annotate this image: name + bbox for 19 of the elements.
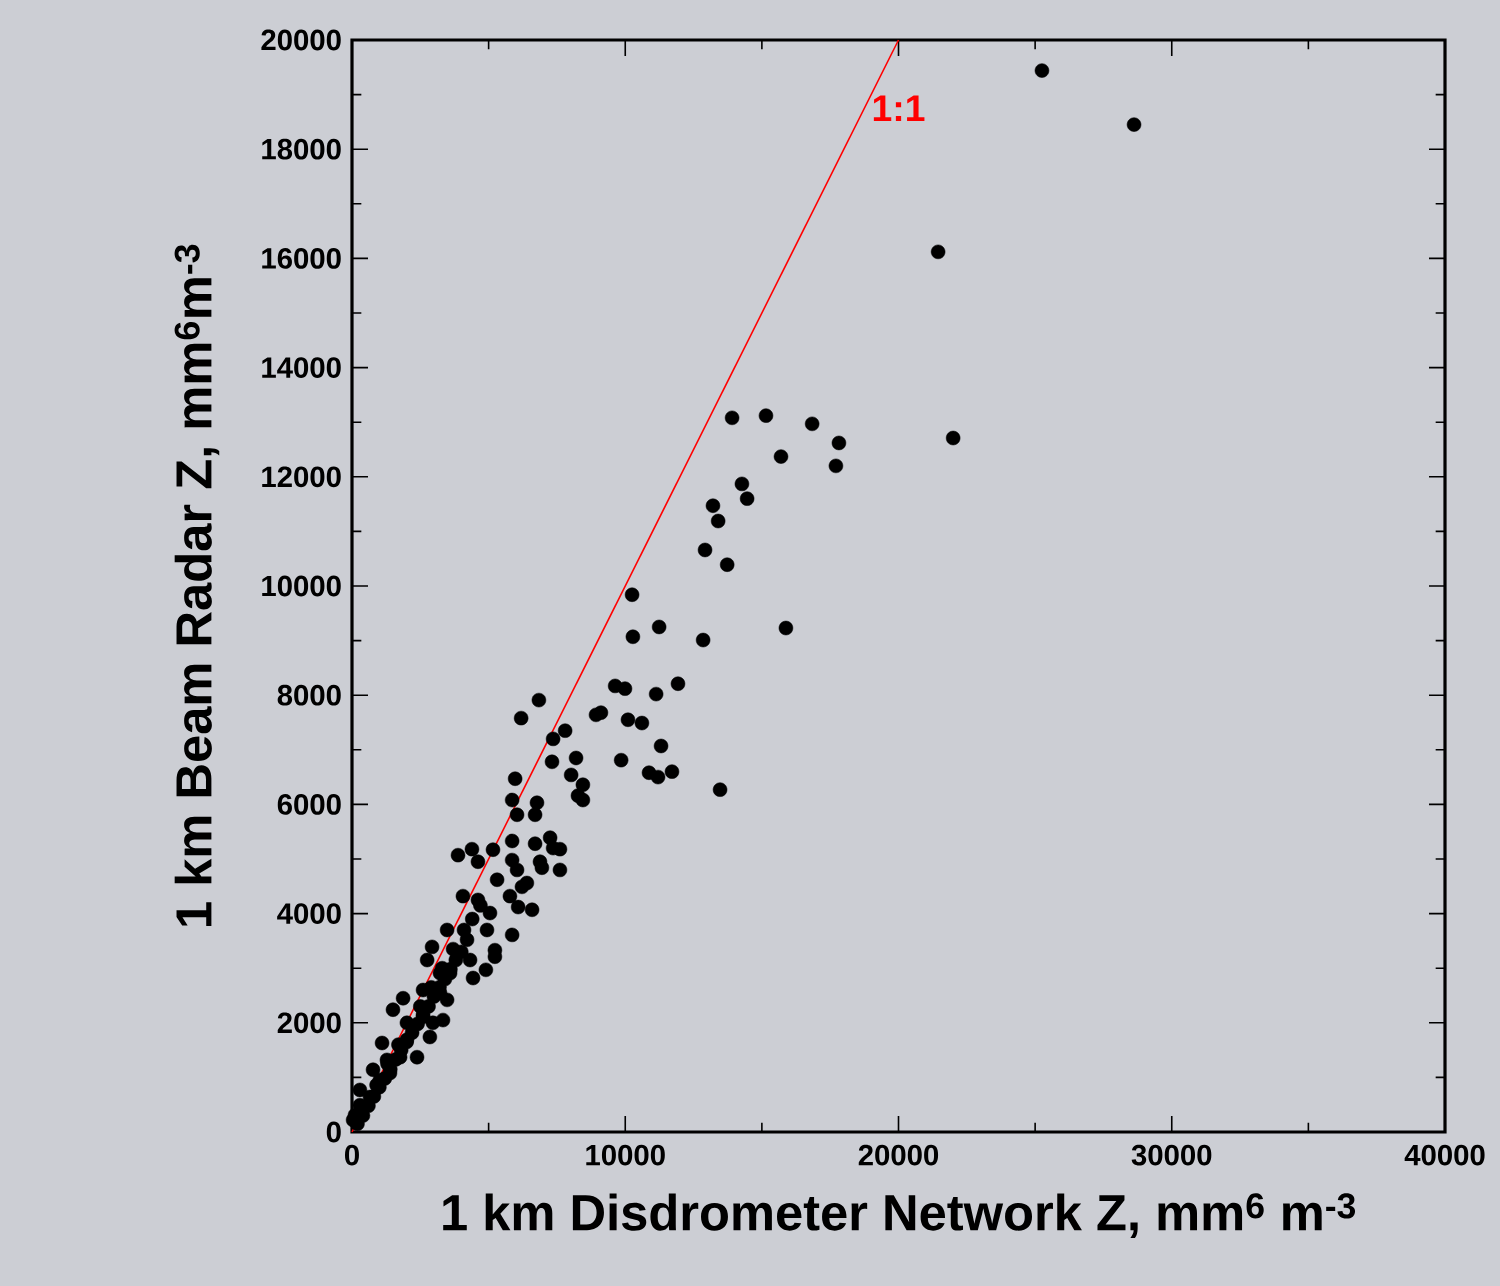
- y-tick-label: 0: [326, 1121, 341, 1143]
- y-tick-label: 10000: [262, 575, 341, 597]
- y-tick-label: 8000: [277, 684, 341, 706]
- y-tick-label: 14000: [262, 357, 341, 378]
- y-tick-label: 16000: [262, 248, 341, 269]
- x-tick-label: 20000: [858, 1144, 939, 1166]
- x-axis-title: 1 km Disdrometer Network Z, mm$^{6}$ m$^{-3}$: [443, 1193, 1356, 1238]
- x-tick-label: 40000: [1404, 1144, 1485, 1166]
- y-tick-label: 2000: [277, 1012, 341, 1034]
- y-tick-label: 20000: [261, 29, 341, 51]
- y-tick-label: 4000: [277, 903, 341, 924]
- series-label: 1:1: [873, 95, 925, 122]
- y-axis-title: 1 km Beam Radar Z, mm$^{6}$m$^{-3}$: [174, 244, 220, 926]
- y-tick-label: 6000: [277, 794, 341, 815]
- y-tick-label: 12000: [262, 466, 341, 488]
- y-tick-label: 18000: [262, 138, 341, 160]
- x-tick-label: 30000: [1131, 1144, 1212, 1166]
- x-tick-label: 10000: [586, 1144, 665, 1166]
- x-tick-label: 0: [344, 1144, 359, 1166]
